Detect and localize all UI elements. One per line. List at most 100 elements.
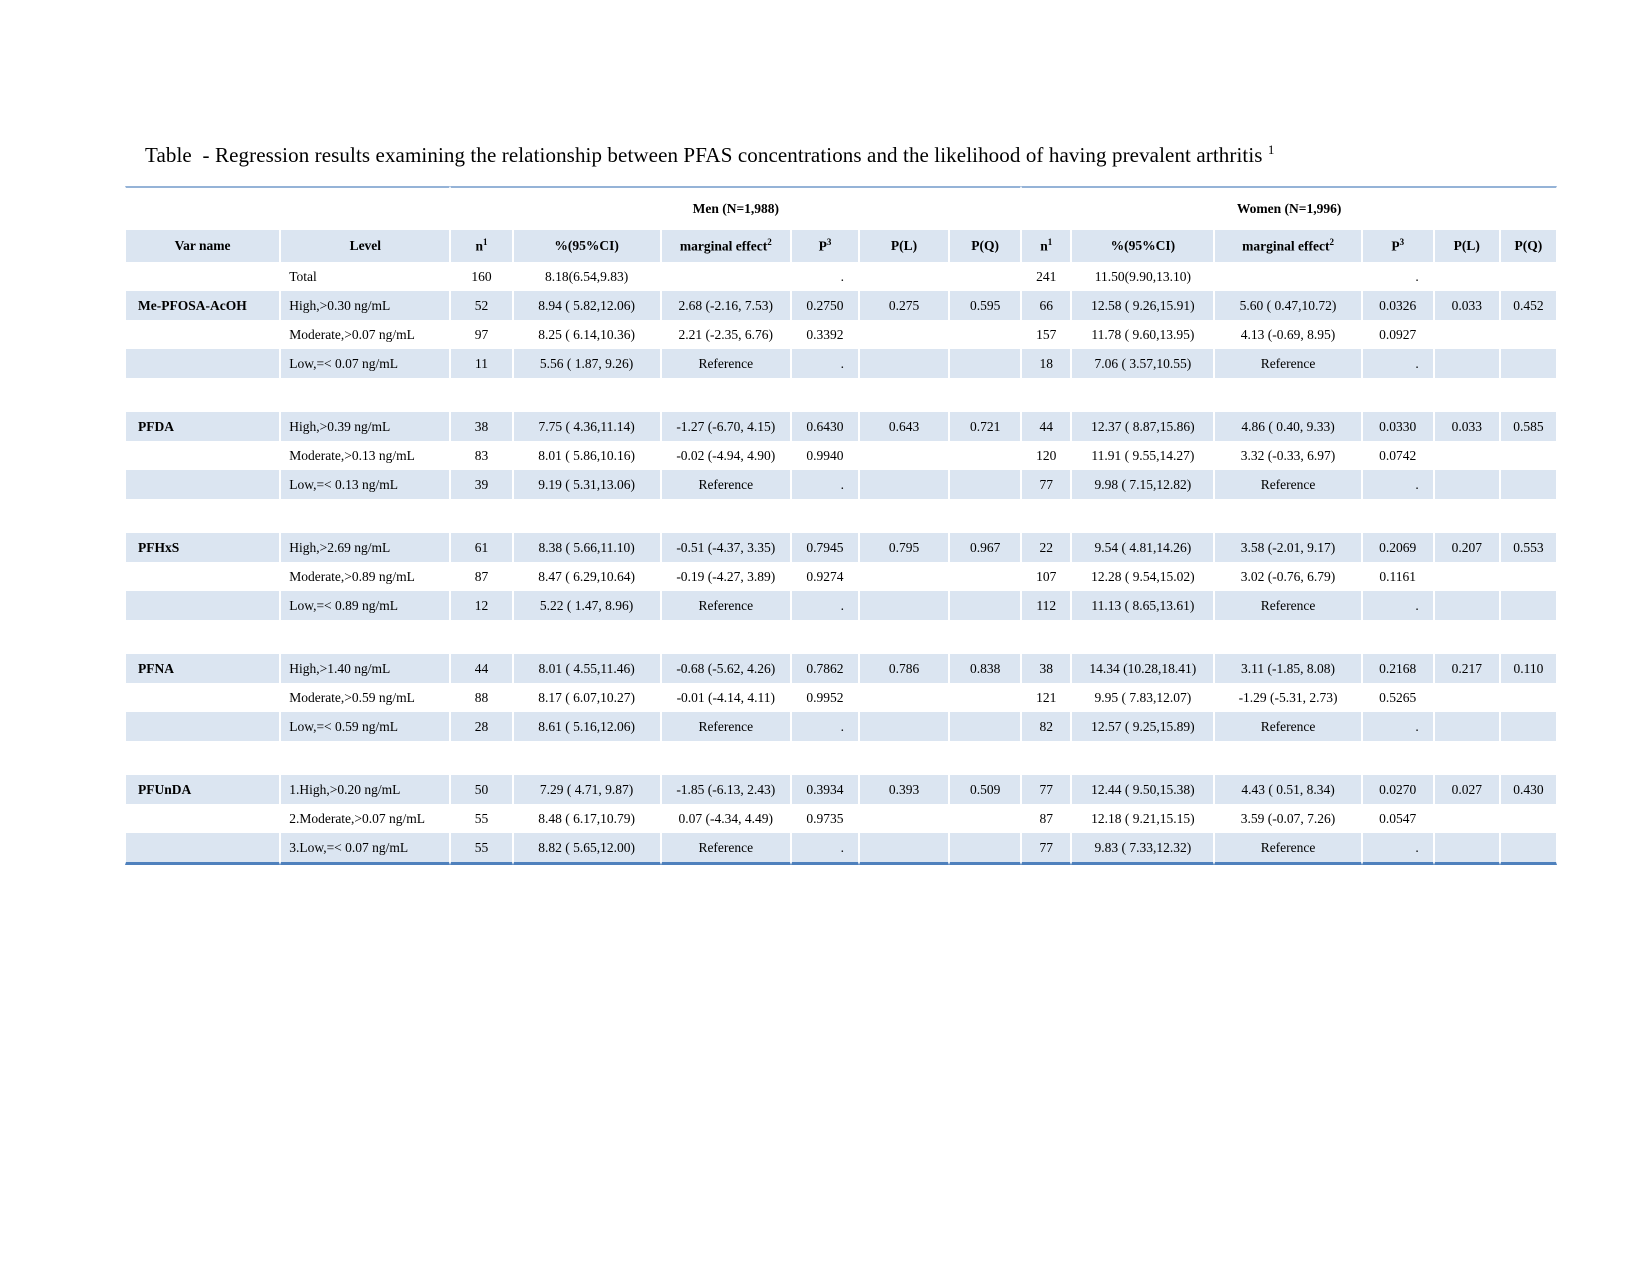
- cell: [949, 262, 1022, 291]
- cell: 0.3934: [790, 775, 859, 804]
- column-header-row: Var name Level n1 %(95%CI) marginal effect2 P…: [125, 230, 1557, 262]
- cell: 8.25 ( 6.14,10.36): [512, 320, 661, 349]
- cell: 0.2750: [790, 291, 859, 320]
- column-header: %(95%CI): [512, 230, 661, 262]
- cell: 0.9735: [790, 804, 859, 833]
- cell: 11: [450, 349, 513, 378]
- cell: .: [790, 349, 859, 378]
- table-body: Total 160 8.18(6.54,9.83). 241 11.50(9.90,13…: [125, 262, 1557, 865]
- cell: 0.643: [858, 412, 950, 441]
- spacer-cell: [125, 499, 1557, 533]
- cell: 66: [1021, 291, 1072, 320]
- cell: 2.Moderate,>0.07 ng/mL: [280, 804, 451, 833]
- cell: 8.01 ( 4.55,11.46): [512, 654, 661, 683]
- cell: 12: [450, 591, 513, 620]
- cell: 0.585: [1499, 412, 1557, 441]
- spacer-row: [125, 620, 1557, 654]
- cell: [1433, 804, 1500, 833]
- cell: 2.21 (-2.35, 6.76): [660, 320, 791, 349]
- cell: 157: [1021, 320, 1072, 349]
- cell: 77: [1021, 775, 1072, 804]
- table-row: Low,=< 0.07 ng/mL 11 5.56 ( 1.87, 9.26) Ref…: [125, 349, 1557, 378]
- page-title: Table - Regression results examining the…: [145, 142, 1275, 168]
- cell: 0.0742: [1361, 441, 1434, 470]
- cell: [858, 262, 950, 291]
- cell: [858, 683, 950, 712]
- cell: .: [1361, 591, 1434, 620]
- cell: 11.91 ( 9.55,14.27): [1071, 441, 1215, 470]
- cell: 8.01 ( 5.86,10.16): [512, 441, 661, 470]
- cell: 12.37 ( 8.87,15.86): [1071, 412, 1215, 441]
- page-title-text: Table - Regression results examining the…: [145, 143, 1268, 167]
- cell: [1433, 591, 1500, 620]
- cell: [1499, 562, 1557, 591]
- cell: 22: [1021, 533, 1072, 562]
- cell: 0.430: [1499, 775, 1557, 804]
- cell: Reference: [1214, 712, 1362, 741]
- column-header-footnote-marker: 1: [482, 237, 488, 248]
- cell: [125, 591, 281, 620]
- cell: [949, 562, 1022, 591]
- cell: [125, 712, 281, 741]
- cell: -1.27 (-6.70, 4.15): [660, 412, 791, 441]
- cell: .: [1361, 470, 1434, 499]
- column-header: P3: [1361, 230, 1434, 262]
- group-header-spacer: [125, 186, 451, 230]
- cell: PFHxS: [125, 533, 281, 562]
- cell: .: [790, 833, 859, 865]
- cell: .: [790, 470, 859, 499]
- cell: 9.95 ( 7.83,12.07): [1071, 683, 1215, 712]
- table-row: PFHxS High,>2.69 ng/mL 61 8.38 ( 5.66,11.10…: [125, 533, 1557, 562]
- cell: 0.0927: [1361, 320, 1434, 349]
- cell: 8.82 ( 5.65,12.00): [512, 833, 661, 865]
- cell: .: [790, 712, 859, 741]
- table-row: PFUnDA 1.High,>0.20 ng/mL 50 7.29 ( 4.71, 9…: [125, 775, 1557, 804]
- cell: [1433, 470, 1500, 499]
- cell: [125, 683, 281, 712]
- cell: [858, 562, 950, 591]
- cell: [1499, 804, 1557, 833]
- group-header-men: Men (N=1,988): [450, 186, 1022, 230]
- table-row: Moderate,>0.89 ng/mL 87 8.47 ( 6.29,10.64)…: [125, 562, 1557, 591]
- cell: 8.48 ( 6.17,10.79): [512, 804, 661, 833]
- cell: 112: [1021, 591, 1072, 620]
- cell: 2.68 (-2.16, 7.53): [660, 291, 791, 320]
- cell: 160: [450, 262, 513, 291]
- cell: 0.7945: [790, 533, 859, 562]
- cell: Reference: [1214, 833, 1362, 865]
- table-row: PFDA High,>0.39 ng/mL 38 7.75 ( 4.36,11.14)…: [125, 412, 1557, 441]
- cell: 12.57 ( 9.25,15.89): [1071, 712, 1215, 741]
- cell: 0.509: [949, 775, 1022, 804]
- cell: [1433, 683, 1500, 712]
- cell: 0.207: [1433, 533, 1500, 562]
- cell: 0.7862: [790, 654, 859, 683]
- cell: Reference: [660, 833, 791, 865]
- cell: 0.452: [1499, 291, 1557, 320]
- cell: 8.47 ( 6.29,10.64): [512, 562, 661, 591]
- cell: 0.838: [949, 654, 1022, 683]
- cell: [125, 441, 281, 470]
- cell: [1499, 320, 1557, 349]
- cell: [1433, 833, 1500, 865]
- cell: 77: [1021, 833, 1072, 865]
- cell: 11.50(9.90,13.10): [1071, 262, 1215, 291]
- cell: PFNA: [125, 654, 281, 683]
- table-row: Moderate,>0.13 ng/mL 83 8.01 ( 5.86,10.16)…: [125, 441, 1557, 470]
- cell: PFUnDA: [125, 775, 281, 804]
- cell: Total: [280, 262, 451, 291]
- cell: 0.9940: [790, 441, 859, 470]
- cell: 3.02 (-0.76, 6.79): [1214, 562, 1362, 591]
- cell: 121: [1021, 683, 1072, 712]
- cell: 0.967: [949, 533, 1022, 562]
- cell: [949, 591, 1022, 620]
- cell: [858, 470, 950, 499]
- cell: Reference: [1214, 591, 1362, 620]
- spacer-row: [125, 741, 1557, 775]
- table-row: Moderate,>0.07 ng/mL 97 8.25 ( 6.14,10.36)…: [125, 320, 1557, 349]
- cell: 9.19 ( 5.31,13.06): [512, 470, 661, 499]
- cell: Me-PFOSA-AcOH: [125, 291, 281, 320]
- cell: Moderate,>0.59 ng/mL: [280, 683, 451, 712]
- group-header-row: Men (N=1,988) Women (N=1,996): [125, 186, 1557, 230]
- column-header: P(Q): [949, 230, 1022, 262]
- cell: Reference: [1214, 349, 1362, 378]
